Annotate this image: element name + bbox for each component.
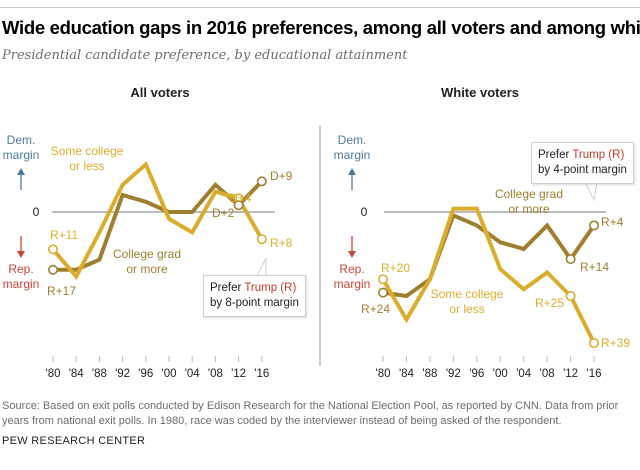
all-data-label-grad-80: R+17 (47, 284, 76, 298)
white-x-tick-label: '16 (587, 368, 602, 380)
white-data-point-marker (589, 220, 600, 231)
white-data-point-marker (565, 254, 576, 265)
white-series-label-grad: College grad (495, 187, 563, 201)
all-panel-title: All voters (130, 85, 189, 100)
all-series-line-some-college (51, 161, 264, 281)
callout-all-voters: Prefer Trump (R) by 8-point margin (203, 275, 306, 317)
white-rep-label: Rep. (339, 262, 364, 276)
white-x-tick-label: '92 (446, 368, 461, 380)
white-data-point-marker (565, 290, 576, 301)
all-rep-label: margin (3, 277, 40, 291)
brand-label: PEW RESEARCH CENTER (2, 435, 146, 447)
all-rep-label: Rep. (8, 262, 33, 276)
white-x-tick-label: '08 (540, 368, 555, 380)
all-data-point-marker (233, 200, 244, 211)
all-series-label-some: or less (69, 159, 104, 173)
source-note: Source: Based on exit polls conducted by… (2, 400, 619, 427)
white-zero-label: 0 (361, 205, 368, 219)
all-series-label-grad: College grad (113, 247, 181, 261)
white-data-label-some-80: R+20 (381, 261, 410, 275)
all-x-tick-label: '00 (162, 368, 177, 380)
white-data-label-grad-80: R+24 (361, 302, 390, 316)
all-data-label-grad-12: D+2 (212, 206, 235, 220)
white-series-line-college-grad (382, 212, 596, 299)
all-x-tick-label: '96 (138, 368, 153, 380)
white-series-label-some: or less (449, 302, 484, 316)
white-data-label-grad-16: R+4 (601, 215, 624, 229)
all-data-label-some-12: D+4 (229, 191, 252, 205)
callout-candidate: Trump (R) (244, 282, 297, 294)
white-x-tick-label: '84 (399, 368, 415, 380)
chart-subtitle: Presidential candidate preference, by ed… (2, 48, 408, 63)
white-x-tick-label: '96 (469, 368, 484, 380)
white-x-tick-label: '04 (516, 368, 532, 380)
white-data-label-some-16: R+39 (601, 336, 630, 350)
white-x-tick-label: '12 (563, 368, 578, 380)
all-series-label-some: Some college (51, 144, 124, 158)
all-x-tick-label: '88 (92, 368, 107, 380)
all-data-point-marker (256, 234, 267, 245)
white-data-point-marker (589, 338, 600, 349)
all-rep-arrowhead-icon (17, 251, 25, 258)
white-callout-pointer (584, 181, 598, 202)
callout-margin: by 4-point margin (538, 164, 627, 176)
all-x-tick-label: '92 (115, 368, 130, 380)
top-rule (0, 7, 640, 8)
white-dem-label: Dem. (338, 133, 367, 147)
all-dem-arrowhead-icon (17, 168, 25, 175)
all-x-tick-label: '16 (254, 368, 269, 380)
all-dem-label: Dem. (7, 133, 36, 147)
callout-prefix: Prefer (210, 282, 245, 294)
all-dem-label: margin (3, 148, 40, 162)
all-data-point-marker (256, 176, 267, 187)
all-x-tick-label: '80 (46, 368, 61, 380)
all-callout-pointer (256, 257, 267, 277)
white-x-tick-label: '00 (493, 368, 508, 380)
white-series-label-grad: or more (508, 202, 550, 216)
white-dem-label: margin (334, 148, 371, 162)
callout-candidate: Trump (R) (572, 149, 625, 161)
all-zero-label: 0 (33, 205, 40, 219)
all-x-tick-label: '08 (208, 368, 223, 380)
white-data-point-marker (377, 287, 388, 298)
callout-white-voters: Prefer Trump (R) by 4-point margin (531, 142, 634, 184)
callout-margin: by 8-point margin (210, 297, 299, 309)
all-series-label-grad: or more (126, 262, 168, 276)
all-data-label-some-80: R+11 (50, 228, 78, 242)
white-panel-title: White voters (441, 85, 519, 100)
all-x-tick-label: '12 (231, 368, 246, 380)
callout-prefix: Prefer (538, 149, 573, 161)
white-rep-label: margin (334, 277, 371, 291)
all-data-point-marker (47, 244, 58, 255)
all-data-label-grad-16: D+9 (270, 169, 293, 183)
all-data-point-marker (47, 264, 58, 275)
white-data-label-some-12: R+25 (535, 296, 564, 310)
white-data-point-marker (377, 274, 388, 285)
white-dem-arrowhead-icon (348, 168, 356, 175)
chart-title: Wide education gaps in 2016 preferences,… (2, 17, 640, 38)
white-series-label-some: Some college (431, 287, 504, 301)
white-data-label-grad-12: R+14 (580, 260, 609, 274)
white-x-tick-label: '80 (376, 368, 391, 380)
white-series-line-some-college (381, 206, 596, 344)
all-data-label-some-16: R+8 (270, 236, 293, 250)
all-x-tick-label: '84 (69, 368, 85, 380)
all-x-tick-label: '04 (185, 368, 201, 380)
white-rep-arrowhead-icon (348, 251, 356, 258)
white-x-tick-label: '88 (422, 368, 437, 380)
